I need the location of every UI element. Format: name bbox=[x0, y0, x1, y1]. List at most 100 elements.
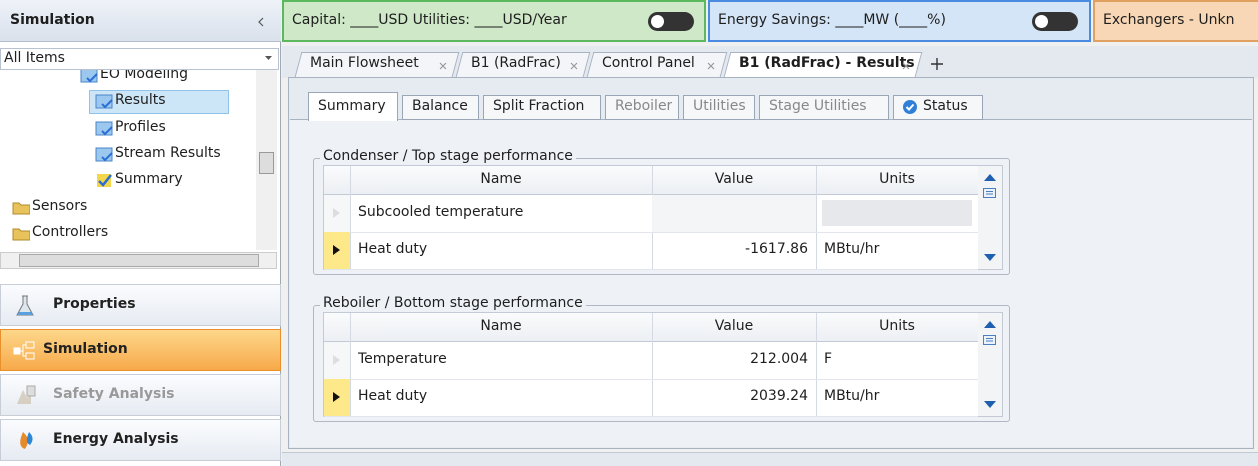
cell-value bbox=[652, 195, 816, 232]
tree-icon bbox=[97, 174, 112, 188]
filter-dropdown[interactable]: All Items bbox=[0, 48, 279, 70]
header-row bbox=[324, 313, 978, 342]
group-box bbox=[313, 305, 1010, 422]
nav-button[interactable]: Simulation bbox=[0, 329, 281, 371]
tree-label: Stream Results bbox=[115, 144, 221, 161]
subtab[interactable] bbox=[402, 95, 479, 120]
sidebar-title: Simulation bbox=[10, 12, 95, 28]
row-indicator bbox=[333, 245, 340, 255]
scroll-down bbox=[984, 254, 996, 261]
subtab[interactable] bbox=[308, 92, 398, 121]
tree-vscroll[interactable] bbox=[256, 70, 277, 250]
filter-label: All Items bbox=[4, 50, 65, 66]
tree-label: Profiles bbox=[115, 118, 166, 135]
column-divider bbox=[816, 166, 817, 269]
column-header: Name bbox=[480, 318, 522, 334]
nav-label: Safety Analysis bbox=[53, 386, 175, 402]
tree-label: Sensors bbox=[32, 197, 88, 214]
nav-icon bbox=[13, 341, 35, 360]
nav-label: Energy Analysis bbox=[53, 431, 179, 447]
subtab-label: Utilities bbox=[693, 98, 746, 114]
nav-button[interactable]: Properties bbox=[0, 284, 281, 326]
table-scrollbar[interactable] bbox=[978, 166, 1002, 269]
tree-icon bbox=[95, 121, 113, 136]
tab-label: B1 (RadFrac) - Results bbox=[739, 55, 915, 71]
tree-item[interactable]: Stream Results bbox=[0, 143, 256, 167]
subtabs: Summary Balance Split Fraction Reboiler Util… bbox=[290, 92, 1252, 122]
subtab[interactable] bbox=[605, 95, 679, 120]
tree-icon bbox=[95, 147, 113, 162]
cell-name: Heat duty bbox=[358, 241, 428, 257]
tab-label: Main Flowsheet bbox=[310, 55, 419, 71]
tab-label: Control Panel bbox=[602, 55, 695, 71]
tree-item[interactable]: Sensors bbox=[0, 196, 256, 220]
tree-item[interactable]: Results bbox=[0, 90, 256, 115]
tree-icon bbox=[80, 70, 98, 83]
nav-icon bbox=[16, 295, 34, 316]
cell-units: MBtu/hr bbox=[824, 388, 880, 404]
scroll-up bbox=[984, 321, 996, 328]
scroll-grip bbox=[983, 188, 996, 198]
toggle[interactable] bbox=[648, 12, 694, 31]
tree-hscroll[interactable] bbox=[0, 252, 277, 269]
exchangers-panel: Exchangers - Unkn bbox=[1093, 0, 1258, 42]
subtab[interactable] bbox=[893, 95, 983, 120]
column-header: Units bbox=[879, 171, 915, 187]
group-box bbox=[313, 158, 1010, 275]
energy-panel: Energy Savings: ____MW (____%) bbox=[708, 0, 1091, 42]
cell-units bbox=[822, 200, 972, 226]
group-title: Condenser / Top stage performance bbox=[320, 148, 576, 164]
column-divider bbox=[350, 313, 351, 416]
subtab-label: Summary bbox=[318, 98, 386, 114]
subtab-label: Stage Utilities bbox=[769, 98, 867, 114]
row-line bbox=[324, 379, 978, 380]
tree-label: Controllers bbox=[32, 223, 109, 240]
new-tab bbox=[931, 58, 943, 70]
row-line bbox=[324, 269, 978, 270]
sidebar-header: Simulation bbox=[0, 0, 281, 42]
row-indicator bbox=[333, 208, 340, 218]
tree-item[interactable]: Profiles bbox=[0, 117, 256, 141]
scroll-thumb[interactable] bbox=[259, 152, 274, 174]
row-line bbox=[324, 232, 978, 233]
tree-label: Results bbox=[115, 92, 166, 109]
column-header: Units bbox=[879, 318, 915, 334]
toggle[interactable] bbox=[1032, 12, 1078, 31]
tabs: Main Flowsheet B1 (RadFrac) Control Panel B… bbox=[282, 52, 1258, 78]
cell-units: MBtu/hr bbox=[824, 241, 880, 257]
hscroll-thumb[interactable] bbox=[19, 254, 259, 267]
table-scrollbar[interactable] bbox=[978, 313, 1002, 416]
tree-item[interactable]: Controllers bbox=[0, 222, 256, 246]
tree-item[interactable]: Summary bbox=[0, 169, 256, 193]
column-header: Name bbox=[480, 171, 522, 187]
nav-icon bbox=[20, 432, 33, 449]
tree-icon bbox=[12, 202, 30, 214]
row-line bbox=[324, 416, 978, 417]
subtab[interactable] bbox=[759, 95, 889, 120]
nav-icon bbox=[17, 385, 36, 404]
capital-panel: Capital: ____USD Utilities: ____USD/Year bbox=[282, 0, 706, 42]
column-divider bbox=[350, 166, 351, 269]
subtab[interactable] bbox=[683, 95, 755, 120]
cell-value: 2039.24 bbox=[750, 388, 808, 404]
collapse-icon[interactable] bbox=[256, 16, 266, 28]
subtab[interactable] bbox=[483, 95, 601, 120]
status-bar bbox=[282, 452, 1258, 466]
subtab-label: Reboiler bbox=[615, 98, 673, 114]
cell-name: Temperature bbox=[358, 351, 447, 367]
column-header: Value bbox=[714, 318, 754, 334]
nav-button[interactable]: Energy Analysis bbox=[0, 419, 281, 461]
tree-item[interactable]: EO Modeling bbox=[0, 70, 256, 88]
tree-label: EO Modeling bbox=[100, 70, 188, 82]
tree: EO Modeling Results Profiles Stream Results… bbox=[0, 70, 256, 250]
close-icon bbox=[902, 62, 910, 70]
subtab-label: Balance bbox=[412, 98, 468, 114]
cell-name: Heat duty bbox=[358, 388, 428, 404]
column-divider bbox=[816, 313, 817, 416]
nav-button[interactable]: Safety Analysis bbox=[0, 374, 281, 416]
tree-icon bbox=[95, 94, 113, 109]
row-indicator bbox=[333, 392, 340, 402]
header-row bbox=[324, 166, 978, 195]
